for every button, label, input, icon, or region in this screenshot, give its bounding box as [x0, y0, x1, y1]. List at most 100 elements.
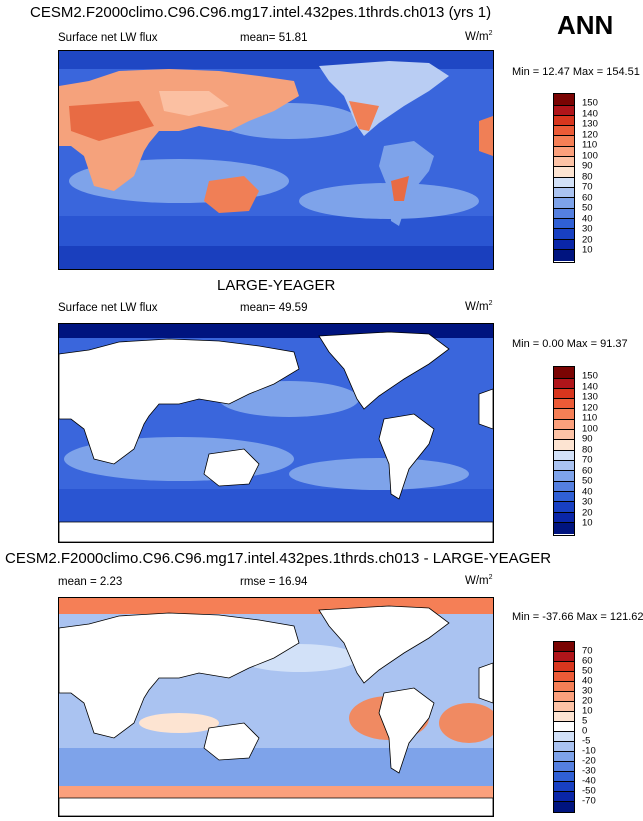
panel3-cb-swatch [554, 772, 574, 782]
panel1-antarctica [59, 251, 493, 269]
panel2-cb-label: 140 [582, 381, 598, 392]
panel3-cb-swatch [554, 662, 574, 672]
panel1-cb-label: 140 [582, 108, 598, 119]
panel1-cb-swatch [554, 147, 574, 157]
panel1-cb-swatch [554, 106, 574, 116]
panel3-min-label: Min = [512, 611, 540, 623]
panel1-cb-label: 110 [582, 139, 598, 151]
panel2-cb-swatch [554, 492, 574, 502]
panel1-australia-land [204, 176, 259, 213]
panel2-min-label: Min = [512, 338, 540, 350]
panel1-cb-swatch [554, 198, 574, 209]
panel3-cb-label: 30 [582, 685, 593, 697]
panel2-cb-swatch [554, 482, 574, 492]
panel1-colorbar [553, 93, 575, 263]
panel1-cb-label: 40 [582, 213, 593, 224]
panel1-arabia-right [479, 116, 493, 156]
panel2-south-atlantic-band [289, 458, 469, 490]
panel1-south-atlantic-band [299, 183, 479, 219]
panel3-units-text: W/m [465, 574, 489, 587]
panel3-cb-swatch [554, 712, 574, 722]
panel3-north-america-land [318, 605, 450, 684]
panel2-cb-label: 10 [582, 517, 593, 529]
panel1-sahara-hot [69, 101, 154, 141]
panel3-cb-swatch [554, 782, 574, 792]
panel2-north-america-land [318, 331, 450, 410]
panel2-min-value: 0.00 [542, 338, 564, 350]
panel1-units-text: W/m [465, 30, 489, 43]
panel3-cb-label: -5 [582, 735, 591, 747]
panel3-cb-label: 10 [582, 705, 593, 717]
panel2-cb-label: 120 [582, 402, 598, 413]
panel2-south-america-land [378, 413, 435, 500]
panel3-cb-swatch [554, 692, 574, 702]
panel3-cb-swatch [554, 762, 574, 772]
panel3-cb-swatch [554, 732, 574, 742]
panel1-mean: mean= 51.81 [240, 32, 307, 44]
panel2-cb-label: 60 [582, 465, 593, 476]
panel1-cb-label: 10 [582, 244, 593, 256]
panel3-rmse-value: 16.94 [278, 576, 308, 588]
panel3-cb-label: 70 [582, 645, 593, 657]
panel2-variable: Surface net LW flux [58, 302, 158, 314]
panel1-cb-swatch [554, 136, 574, 147]
panel2-cb-label: 90 [582, 433, 593, 445]
panel2-title: LARGE-YEAGER [217, 277, 336, 294]
panel2-mean-value: 49.59 [278, 302, 308, 314]
panel2-units-text: W/m [465, 300, 489, 313]
panel1-cb-swatch [554, 229, 574, 240]
panel1-cb-label: 50 [582, 202, 593, 214]
panel3-cb-swatch [554, 702, 574, 712]
panel1-asia-warm [159, 91, 229, 116]
panel3-cb-label: -40 [582, 775, 596, 787]
panel2-australia-land [203, 448, 260, 487]
panel3-antarctica [59, 797, 493, 816]
panel2-map [58, 323, 494, 543]
panel1-units: W/m2 [465, 30, 493, 43]
panel3-cb-label: 60 [582, 655, 593, 667]
panel2-max-value: 91.37 [600, 338, 628, 350]
panel1-mean-label: mean= [240, 32, 276, 44]
panel2-cb-label: 130 [582, 391, 598, 403]
panel3-minmax: Min = -37.66 Max = 121.62 [512, 611, 643, 623]
panel1-cb-swatch [554, 209, 574, 219]
panel2-cb-swatch [554, 379, 574, 389]
panel2-cb-swatch [554, 430, 574, 440]
panel2-cb-label: 110 [582, 412, 598, 424]
panel3-max-value: 121.62 [609, 611, 643, 623]
panel1-andes-hot [391, 176, 409, 201]
panel1-cb-swatch [554, 167, 574, 178]
panel2-colorbar [553, 366, 575, 536]
panel1-cb-label: 120 [582, 129, 598, 140]
panel3-southern-band [59, 748, 493, 788]
panel2-cb-label: 20 [582, 507, 593, 518]
panel3-eurasia-africa-land [59, 612, 300, 739]
panel3-map [58, 597, 494, 817]
panel3-arabia-right [478, 662, 493, 704]
panel1-mean-value: 51.81 [278, 32, 308, 44]
panel1-cb-label: 80 [582, 171, 593, 182]
panel3-cb-label: 0 [582, 725, 588, 737]
panel3-mean-value: 2.23 [99, 576, 123, 588]
panel2-cb-swatch [554, 440, 574, 451]
panel3-max-label: Max = [576, 611, 607, 623]
panel1-cb-label: 100 [582, 150, 598, 161]
panel2-cb-label: 80 [582, 444, 593, 455]
panel2-antarctica [59, 521, 493, 542]
panel3-cb-swatch [554, 642, 574, 652]
panel3-cb-swatch [554, 752, 574, 762]
panel3-rmse-label: rmse = [240, 576, 276, 588]
panel1-cb-label: 60 [582, 192, 593, 203]
panel2-cb-swatch [554, 389, 574, 399]
panel3-mean-label: mean = [58, 576, 97, 588]
panel1-cb-label: 30 [582, 223, 593, 235]
panel2-mean: mean= 49.59 [240, 302, 307, 314]
panel2-cb-swatch [554, 461, 574, 471]
panel1-cb-swatch [554, 188, 574, 198]
panel3-cb-label: -70 [582, 795, 596, 807]
panel3-cb-swatch [554, 792, 574, 802]
panel2-cb-label: 70 [582, 454, 593, 466]
panel3-map-svg [59, 598, 493, 816]
panel2-cb-swatch [554, 471, 574, 482]
panel1-cb-label: 70 [582, 181, 593, 193]
